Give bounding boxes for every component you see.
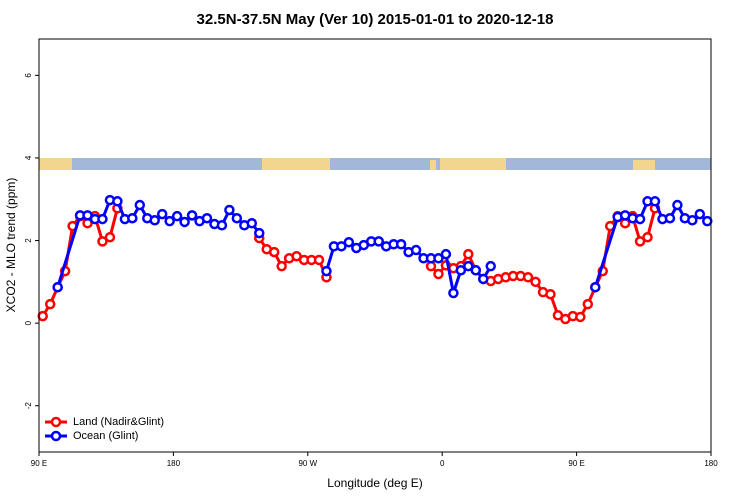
y-tick-label: 0 — [24, 320, 33, 325]
point — [702, 215, 713, 227]
point — [433, 268, 444, 280]
point — [246, 217, 258, 229]
point — [179, 216, 190, 228]
point — [44, 298, 56, 310]
point — [254, 227, 265, 239]
y-tick-label: 4 — [24, 155, 33, 160]
point — [433, 253, 444, 264]
point — [268, 246, 280, 258]
x-tick-label: 180 — [704, 459, 718, 468]
point — [395, 239, 407, 250]
point — [634, 236, 646, 247]
point — [672, 199, 683, 211]
chart-title: 32.5N-37.5N May (Ver 10) 2015-01-01 to 2… — [197, 11, 554, 28]
x-tick-label: 90 E — [568, 459, 584, 468]
point — [97, 236, 108, 247]
point — [478, 273, 489, 285]
point — [52, 281, 63, 293]
point — [463, 260, 474, 272]
point — [590, 281, 601, 293]
land-mask-strip — [39, 158, 711, 170]
point — [664, 212, 676, 224]
point — [171, 210, 183, 222]
point — [649, 196, 661, 207]
point — [522, 272, 534, 283]
point — [634, 213, 646, 225]
legend-label: Land (Nadir&Glint) — [73, 416, 164, 428]
y-tick-label: -2 — [24, 402, 33, 410]
point — [276, 260, 287, 272]
x-tick-label: 90 E — [31, 459, 47, 468]
point — [642, 231, 653, 243]
legend-label: Ocean (Glint) — [73, 430, 138, 442]
point — [149, 215, 160, 226]
point — [97, 213, 108, 225]
point — [112, 196, 123, 207]
point — [104, 231, 116, 243]
point — [343, 236, 355, 248]
plot-area — [37, 194, 713, 325]
point — [37, 310, 48, 322]
y-axis-label: XCO2 - MLO trend (ppm) — [4, 178, 18, 313]
point — [156, 208, 168, 220]
point — [694, 208, 706, 220]
point — [313, 254, 325, 266]
legend-marker — [50, 416, 62, 428]
y-tick-label: 6 — [24, 73, 33, 78]
point — [440, 248, 452, 260]
point — [164, 215, 175, 227]
point — [127, 212, 138, 224]
point — [373, 236, 384, 247]
point — [448, 287, 459, 299]
point — [530, 276, 541, 288]
x-axis-label: Longitude (deg E) — [327, 476, 422, 490]
series-line — [41, 207, 657, 321]
point — [231, 212, 243, 224]
plot-frame — [38, 38, 712, 453]
point — [201, 212, 213, 224]
point — [470, 265, 482, 276]
y-tick-label: 2 — [24, 238, 33, 243]
point — [410, 244, 422, 256]
point — [575, 311, 586, 323]
point — [485, 260, 496, 272]
point — [455, 265, 467, 276]
point — [321, 265, 332, 277]
point — [582, 298, 594, 310]
legend-marker — [50, 430, 62, 442]
point — [687, 215, 698, 226]
point — [336, 241, 347, 252]
point — [186, 210, 198, 221]
x-tick-label: 90 W — [298, 459, 317, 468]
x-tick-label: 0 — [440, 459, 445, 468]
point — [216, 220, 228, 231]
point — [224, 204, 235, 216]
point — [545, 288, 556, 300]
point — [463, 248, 474, 260]
point — [134, 199, 146, 211]
x-tick-label: 180 — [167, 459, 181, 468]
